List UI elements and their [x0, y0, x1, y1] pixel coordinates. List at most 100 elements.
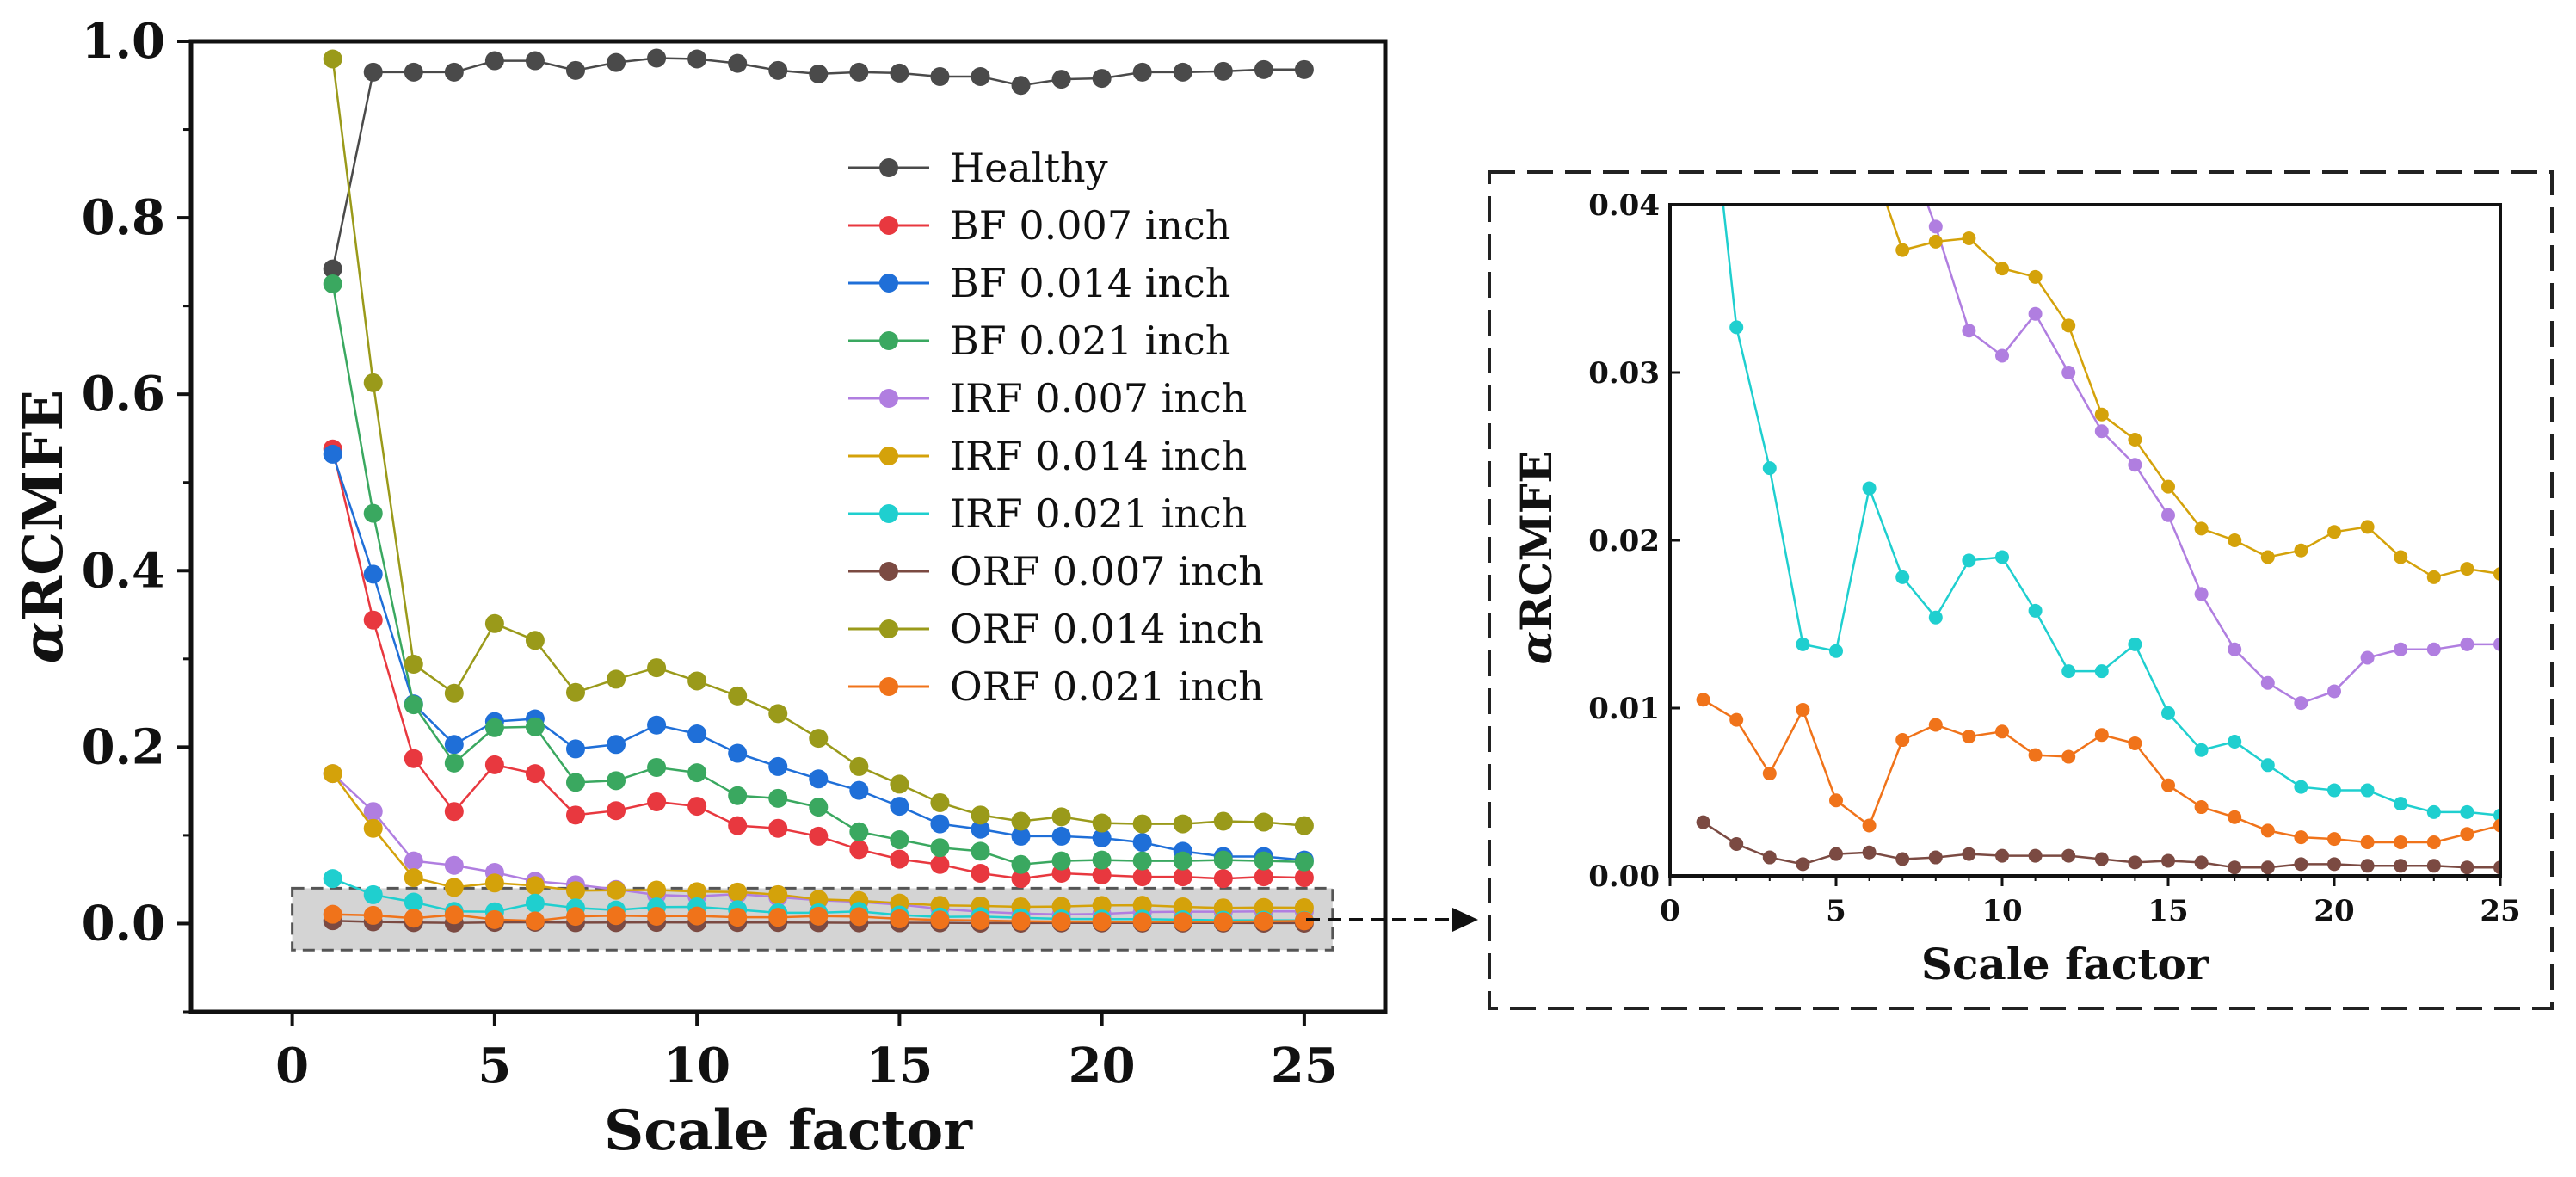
inset-data-point — [2360, 783, 2375, 798]
data-point — [1011, 826, 1031, 846]
inset-series-group — [1696, 64, 2500, 875]
inset-data-point — [2260, 550, 2275, 564]
inset-y-tick-label: 0.00 — [1588, 860, 1660, 894]
inset-data-point — [2028, 848, 2043, 863]
inset-data-point — [2028, 603, 2043, 618]
data-point — [1213, 61, 1233, 81]
data-point — [1213, 811, 1233, 831]
legend-entry-orf-0-007-inch: ORF 0.007 inch — [848, 548, 1264, 595]
inset-series-line — [1885, 205, 2500, 579]
legend-entry-bf-0-021-inch: BF 0.021 inch — [848, 317, 1230, 364]
inset-data-point — [2327, 832, 2341, 847]
legend-label: ORF 0.007 inch — [950, 548, 1264, 595]
data-point — [809, 890, 829, 909]
main-x-tick-label: 10 — [663, 1038, 730, 1094]
main-y-tick-label: 0.8 — [82, 189, 165, 246]
inset-data-point — [2460, 637, 2474, 651]
data-point — [1173, 814, 1192, 834]
data-point — [1132, 62, 1152, 82]
data-point — [525, 876, 545, 896]
inset-dashed-border — [1488, 170, 2554, 1010]
inset-data-point — [1962, 231, 1976, 245]
legend-label: ORF 0.021 inch — [950, 663, 1264, 710]
inset-data-point — [1895, 243, 1910, 257]
inset-series-irf-0-007-inch — [1863, 64, 2500, 711]
main-x-tick-label: 25 — [1271, 1038, 1338, 1094]
data-point — [647, 757, 667, 777]
data-point — [687, 906, 707, 926]
data-point — [484, 909, 504, 929]
data-point — [647, 792, 667, 811]
inset-data-point — [2426, 835, 2441, 849]
legend-marker — [879, 677, 898, 696]
data-point — [728, 882, 748, 902]
inset-y-tick-label: 0.02 — [1588, 524, 1660, 558]
main-x-tick-label: 15 — [866, 1038, 933, 1094]
inset-data-point — [2327, 783, 2341, 798]
inset-data-point — [2061, 848, 2076, 863]
inset-data-point — [1863, 64, 1877, 77]
inset-data-point — [2061, 749, 2076, 764]
data-point — [323, 764, 342, 784]
inset-data-point — [2094, 424, 2109, 439]
inset-data-point — [2094, 664, 2109, 679]
data-point — [444, 735, 464, 755]
legend-entry-orf-0-014-inch: ORF 0.014 inch — [848, 606, 1264, 652]
inset-data-point — [2294, 696, 2308, 711]
inset-data-point — [1995, 848, 2009, 863]
inset-data-point — [1928, 234, 1943, 249]
data-point — [1132, 814, 1152, 834]
inset-y-axis-title: αRCMFE — [1511, 451, 1562, 665]
inset-data-point — [1696, 693, 1710, 707]
inset-data-point — [1962, 553, 1976, 568]
main-x-tick-label: 5 — [478, 1038, 511, 1094]
data-point — [1254, 59, 1273, 79]
data-point — [1011, 854, 1031, 874]
legend-entry-bf-0-007-inch: BF 0.007 inch — [848, 202, 1230, 249]
data-point — [728, 53, 748, 73]
data-point — [1294, 852, 1314, 872]
inset-y-tick-label: 0.01 — [1588, 692, 1660, 726]
data-point — [1011, 811, 1031, 831]
data-point — [647, 715, 667, 735]
legend-marker — [879, 216, 898, 235]
data-point — [404, 868, 423, 888]
legend-label: IRF 0.021 inch — [950, 490, 1247, 537]
data-point — [444, 802, 464, 822]
data-point — [1213, 869, 1233, 889]
data-point — [890, 797, 909, 817]
data-point — [809, 798, 829, 817]
data-point — [525, 51, 545, 71]
data-point — [525, 893, 545, 913]
data-point — [565, 773, 585, 792]
inset-data-point — [2228, 735, 2242, 749]
inset-data-point — [2128, 736, 2142, 750]
inset-series-line — [1702, 699, 2500, 844]
data-point — [1132, 867, 1152, 887]
inset-data-point — [2394, 642, 2408, 656]
data-point — [728, 743, 748, 763]
inset-data-point — [2327, 525, 2341, 539]
inset-data-point — [1862, 845, 1877, 860]
data-point — [323, 904, 342, 924]
inset-data-point — [2028, 269, 2043, 284]
inset-data-point — [2161, 778, 2175, 792]
data-point — [1132, 896, 1152, 915]
data-point — [809, 906, 829, 926]
data-point — [565, 805, 585, 825]
data-point — [404, 749, 423, 768]
inset-data-point — [2094, 728, 2109, 743]
data-point — [647, 48, 667, 68]
data-point — [1173, 897, 1192, 916]
data-point — [1092, 912, 1112, 932]
data-point — [971, 864, 990, 884]
series-bf-0-021-inch — [323, 274, 1314, 874]
data-point — [728, 908, 748, 927]
inset-data-point — [1829, 847, 1843, 861]
data-point — [484, 51, 504, 71]
data-point — [849, 822, 869, 841]
inset-y-tick-label: 0.03 — [1588, 356, 1660, 391]
inset-y-tick-label: 0.04 — [1588, 188, 1660, 223]
data-point — [323, 274, 342, 293]
